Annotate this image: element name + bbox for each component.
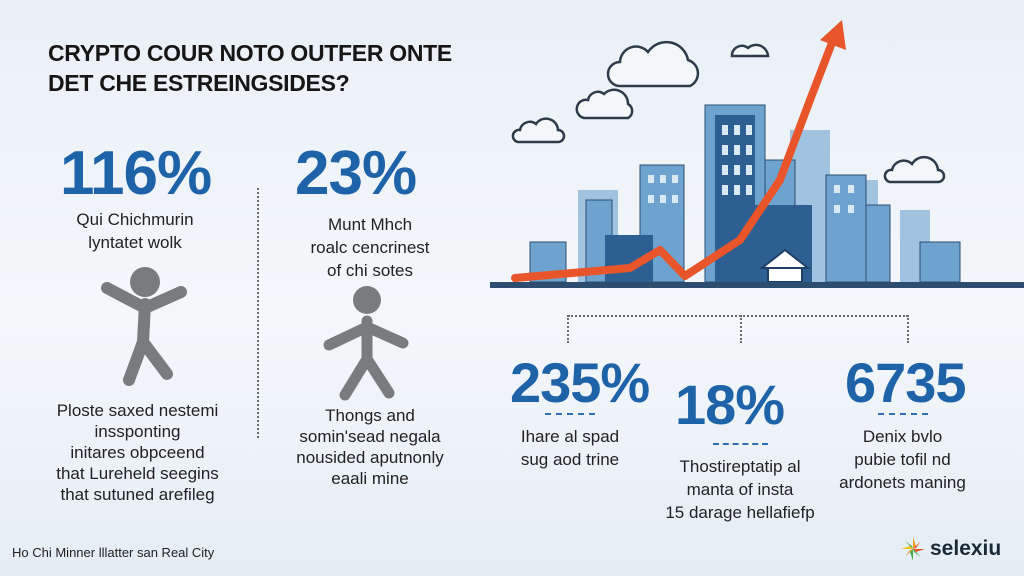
stat-note-line: that Lureheld seegins [56, 464, 219, 483]
stat-caption-3-line: sug aod trine [520, 450, 620, 469]
stat-value-3: 235% [510, 351, 650, 414]
stat-caption-4-line: Thostireptatip al [679, 457, 801, 476]
person-walking-icon [323, 286, 409, 401]
person-jumping-icon [101, 267, 187, 386]
stat-caption-4-line: 15 darage hellafiefp [665, 503, 815, 522]
stat-caption-5-line: ardonets maning [839, 473, 966, 492]
title-line-1: CRYPTO COUR NOTO OUTFER ONTE [48, 40, 452, 66]
stat-note-line: initares obpceend [70, 443, 205, 462]
stat-note-line: Ploste saxed nestemi [56, 401, 219, 420]
cloud-icon [575, 88, 634, 120]
stat-note-line: somin'sead negala [299, 427, 441, 446]
stat-value-1: 116% [60, 139, 212, 208]
footer-caption: Ho Chi Minner lllatter san Real City [12, 545, 215, 560]
stat-caption-2: Munt Mhch roalc cencrinest of chi sotes [270, 213, 470, 282]
stat-notes-2: Thongs and somin'sead negala nousided ap… [265, 405, 475, 489]
stat-underline [878, 413, 928, 415]
stat-note-line: eaali mine [331, 469, 409, 488]
connector-line [568, 315, 908, 317]
cloud-icon [511, 117, 566, 144]
stat-caption-5-line: Denix bvlo [862, 427, 943, 446]
stat-note-line: inssponting [94, 422, 181, 441]
stat-value-2: 23% [295, 139, 417, 208]
stat-underline [545, 413, 595, 415]
brand-logo: selexiu [900, 536, 1001, 562]
connector-drop [740, 315, 742, 343]
cloud-icon [883, 155, 946, 184]
stat-value-5: 6735 [845, 351, 967, 414]
stat-caption-3-line: Ihare al spad [520, 427, 620, 446]
cloud-icon [730, 43, 770, 58]
sun-burst-logo-icon [901, 537, 925, 561]
infographic-title: CRYPTO COUR NOTO OUTFER ONTE DET CHE EST… [48, 38, 518, 98]
stat-value-4: 18% [675, 373, 785, 436]
stat-caption-1-line: Qui Chichmurin [76, 210, 194, 229]
stat-notes-1: Ploste saxed nestemi inssponting initare… [30, 400, 245, 505]
connector-drop [567, 315, 569, 343]
trend-line [511, 31, 839, 282]
stat-caption-2-line: of chi sotes [327, 261, 413, 280]
stat-underline [713, 443, 768, 445]
stat-caption-5-line: pubie tofil nd [854, 450, 951, 469]
stat-caption-2-line: Munt Mhch [327, 215, 413, 234]
brand-name: selexiu [930, 537, 1002, 560]
stat-note-line: nousided aputnonly [296, 448, 444, 467]
connector-drop [907, 315, 909, 343]
stat-caption-1: Qui Chichmurin lyntatet wolk [35, 208, 235, 254]
stat-caption-4-line: manta of insta [686, 480, 794, 499]
column-divider [257, 188, 259, 438]
cloud-icon [606, 40, 700, 88]
stat-caption-5: Denix bvlo pubie tofil nd ardonets manin… [820, 425, 985, 494]
stat-caption-4: Thostireptatip al manta of insta 15 dara… [655, 455, 825, 524]
city-skyline-illustration [490, 20, 1024, 288]
stat-caption-1-line: lyntatet wolk [88, 233, 182, 252]
arrow-up-icon [820, 20, 846, 50]
stat-note-line: Thongs and [325, 406, 415, 425]
stat-caption-2-line: roalc cencrinest [310, 238, 430, 257]
stat-note-line: that sutuned arefileg [60, 485, 215, 504]
title-line-2: DET CHE ESTREINGSIDES? [48, 70, 350, 96]
stat-caption-3: Ihare al spad sug aod trine [495, 425, 645, 471]
